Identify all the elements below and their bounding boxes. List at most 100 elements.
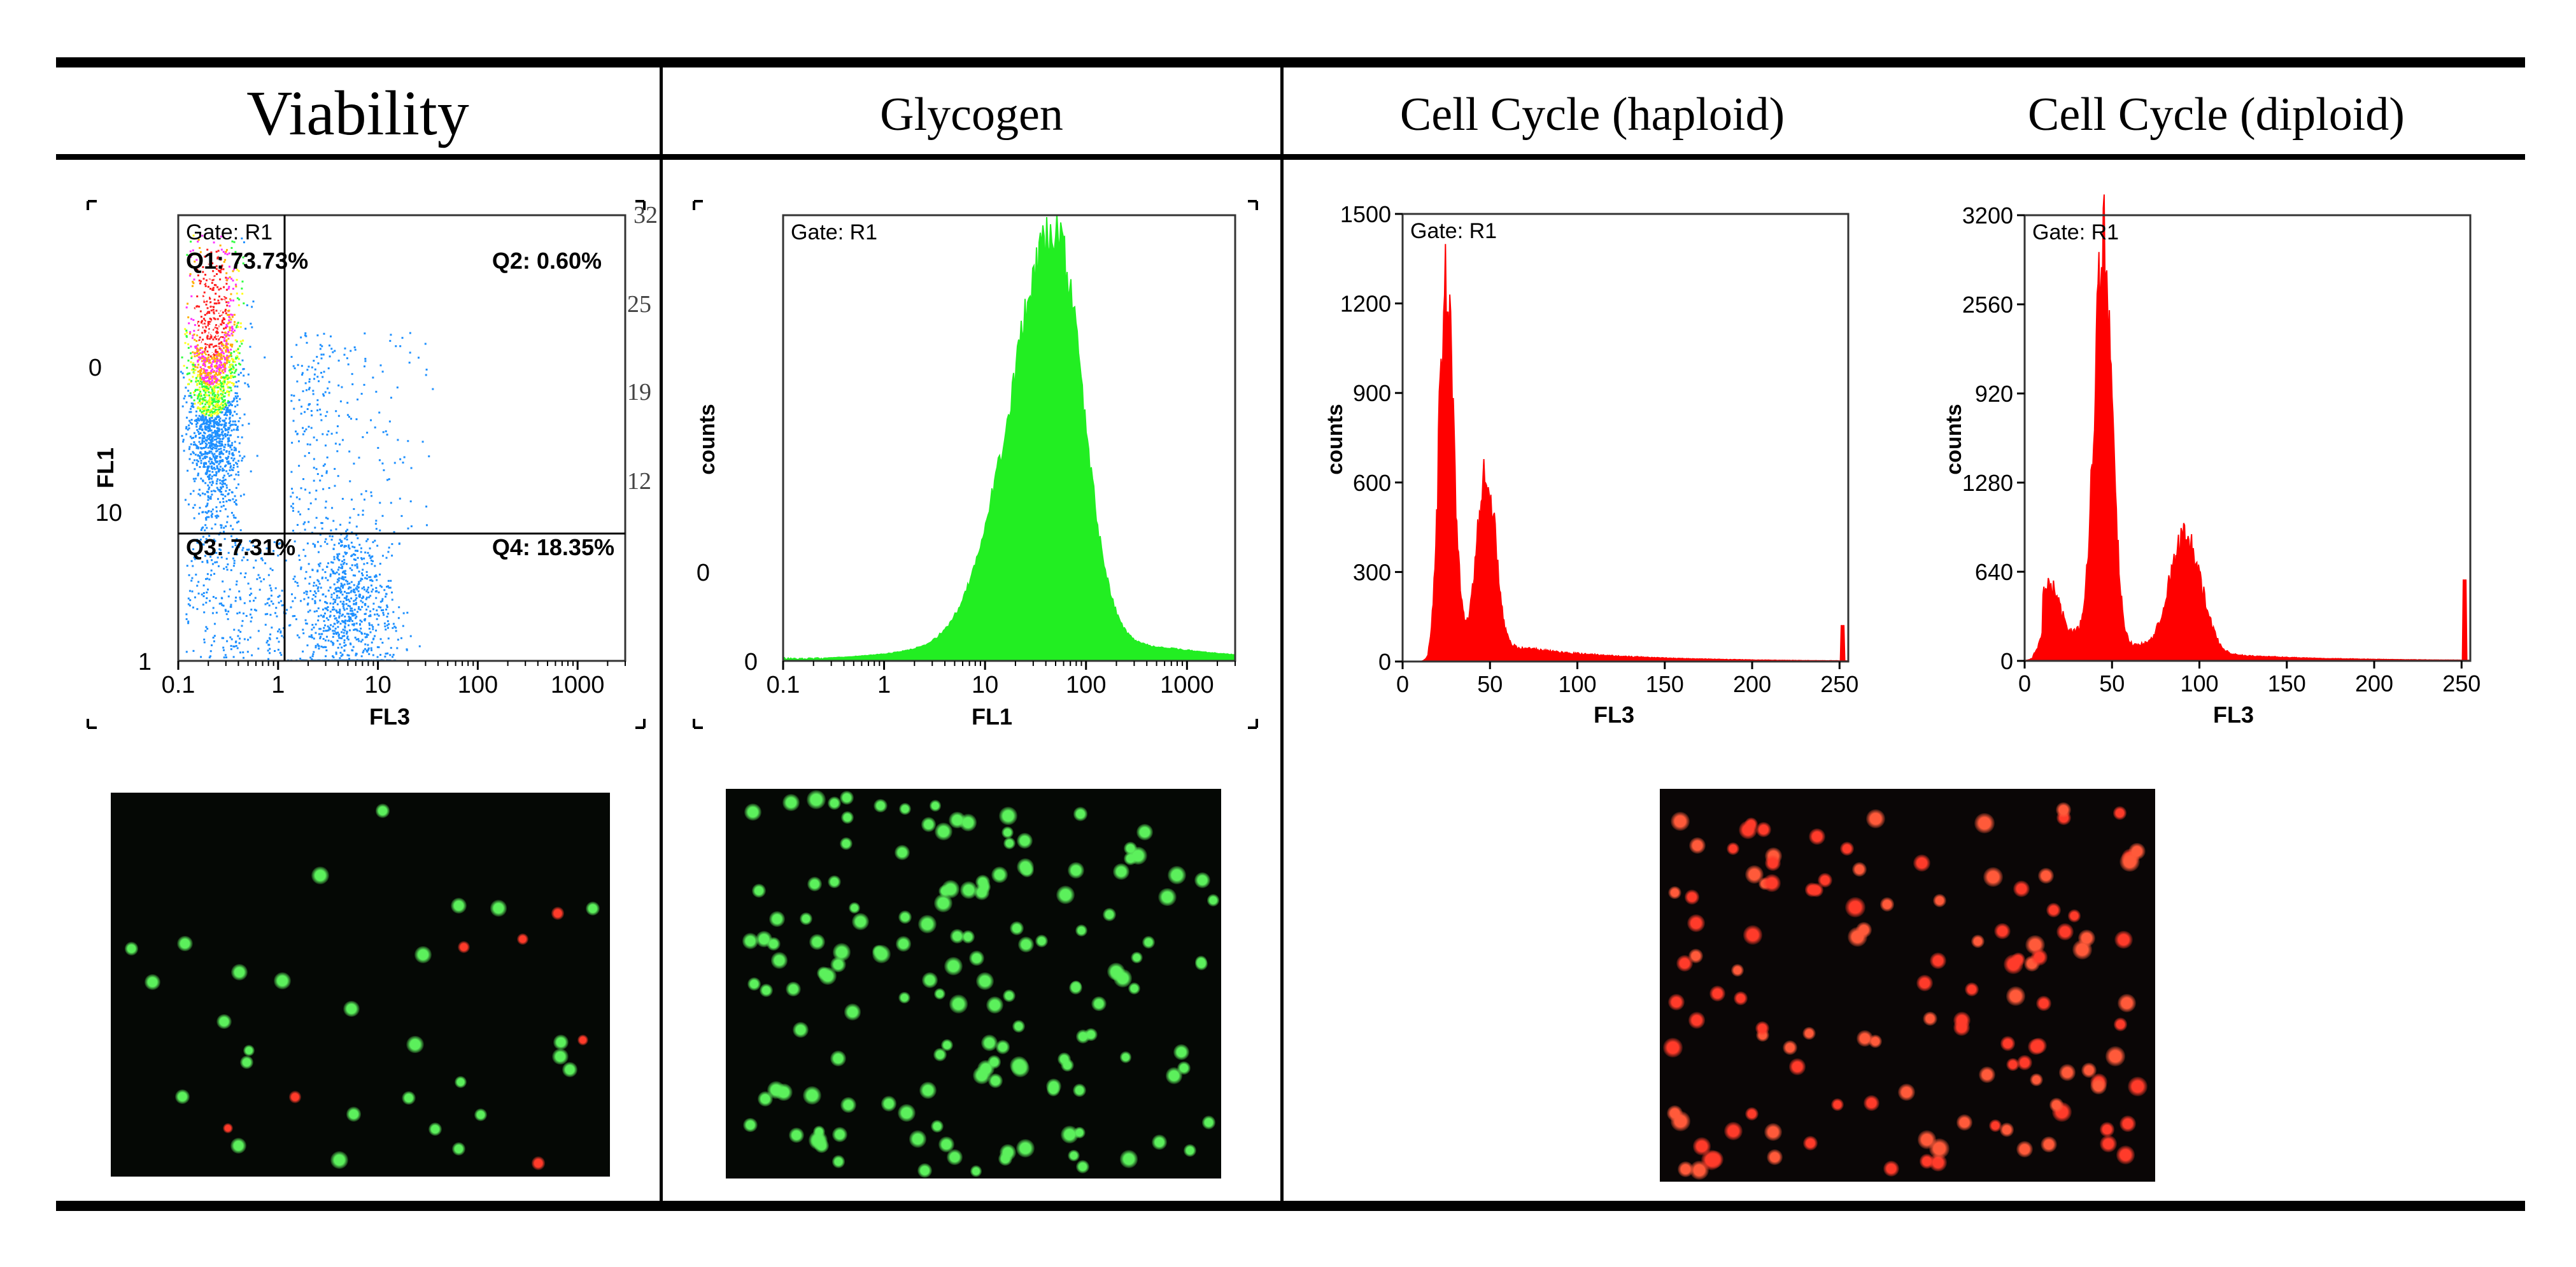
scatter-point: [216, 444, 219, 447]
scatter-point: [386, 604, 388, 607]
scatter-point: [226, 390, 229, 392]
scatter-point: [217, 332, 220, 335]
y-tick-label: 1280: [1962, 470, 2013, 496]
scatter-point: [201, 335, 203, 337]
scatter-point: [389, 339, 392, 342]
scatter-point: [368, 596, 371, 598]
scatter-point: [203, 456, 206, 458]
scatter-point: [234, 600, 237, 602]
scatter-point: [387, 637, 390, 640]
scatter-point: [333, 592, 336, 595]
scatter-point: [319, 348, 322, 350]
scatter-point: [206, 427, 208, 429]
scatter-point: [310, 409, 313, 412]
scatter-point: [374, 613, 376, 616]
scatter-point: [190, 395, 192, 397]
scatter-point: [197, 474, 199, 477]
scatter-point: [201, 402, 204, 405]
scatter-point: [218, 338, 220, 341]
scatter-point: [329, 602, 332, 605]
scatter-point: [208, 360, 211, 363]
scatter-point: [386, 615, 388, 618]
scatter-point: [233, 457, 236, 460]
scatter-point: [205, 357, 208, 360]
scatter-point: [364, 619, 366, 621]
cell-dot: [759, 984, 773, 997]
scatter-point: [337, 566, 340, 569]
scatter-point: [216, 343, 218, 345]
scatter-point: [361, 587, 364, 590]
scatter-point: [185, 401, 188, 404]
scatter-point: [348, 546, 350, 548]
scatter-point: [372, 654, 374, 656]
scatter-point: [230, 372, 232, 374]
scatter-point: [342, 605, 344, 607]
scatter-point: [224, 429, 227, 432]
scatter-point: [216, 396, 218, 399]
diploid-y-axis-label: counts: [1942, 404, 1966, 474]
scatter-point: [385, 430, 387, 432]
scatter-point: [221, 314, 223, 316]
scatter-point: [236, 385, 239, 388]
scatter-point: [198, 488, 201, 491]
scatter-point: [201, 253, 204, 256]
scatter-point: [381, 462, 384, 465]
scatter-point: [372, 541, 374, 544]
scatter-point: [219, 417, 222, 420]
scatter-point: [353, 508, 355, 511]
scatter-point: [308, 388, 310, 391]
scatter-point: [343, 563, 345, 565]
scatter-point: [191, 590, 194, 593]
scatter-point: [337, 632, 339, 634]
scatter-point: [360, 655, 363, 658]
scatter-point: [308, 378, 311, 381]
scatter-point: [204, 385, 206, 388]
scatter-point: [360, 393, 363, 395]
cell-dot: [402, 1091, 416, 1105]
scatter-point: [194, 453, 197, 456]
scatter-point: [195, 434, 197, 437]
scatter-point: [293, 395, 295, 397]
scatter-point: [208, 421, 210, 423]
scatter-point: [311, 628, 313, 631]
scatter-point: [351, 531, 353, 534]
scatter-point: [197, 460, 199, 463]
scatter-point: [234, 370, 237, 372]
scatter-point: [187, 316, 190, 318]
scatter-point: [213, 358, 216, 360]
scatter-point: [209, 458, 211, 460]
scatter-point: [313, 373, 316, 376]
scatter-point: [228, 316, 230, 318]
cell-dot: [935, 823, 952, 840]
scatter-point: [229, 636, 232, 639]
scatter-point: [202, 343, 204, 346]
scatter-point: [201, 378, 203, 381]
scatter-point: [347, 638, 350, 641]
scatter-point: [222, 351, 224, 353]
scatter-point: [227, 334, 229, 336]
scatter-point: [208, 450, 211, 453]
scatter-point: [204, 524, 207, 527]
scatter-point: [301, 406, 303, 408]
scatter-point: [222, 386, 225, 389]
scatter-point: [241, 359, 244, 362]
scatter-point: [202, 358, 205, 360]
scatter-point: [204, 422, 206, 425]
scatter-point: [218, 269, 220, 272]
scatter-point: [269, 633, 272, 635]
scatter-point: [192, 548, 195, 551]
scatter-point: [207, 321, 209, 323]
scatter-point: [215, 438, 218, 441]
scatter-point: [222, 383, 225, 385]
scatter-point: [360, 547, 362, 549]
scatter-point: [386, 586, 388, 588]
scatter-point: [315, 632, 317, 634]
cell-dot: [1869, 1034, 1883, 1048]
scatter-point: [225, 343, 228, 346]
scatter-point: [292, 509, 295, 512]
scatter-point: [208, 436, 211, 439]
scatter-point: [218, 368, 221, 371]
scatter-point: [211, 357, 213, 360]
scatter-point: [209, 302, 212, 304]
cell-dot: [909, 1130, 927, 1148]
